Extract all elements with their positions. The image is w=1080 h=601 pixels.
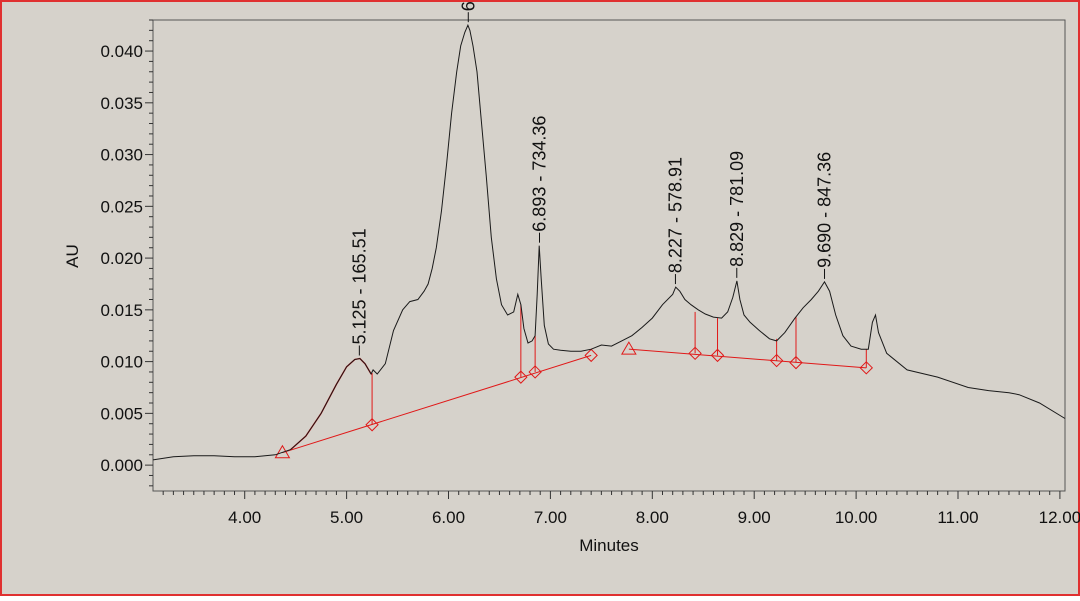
x-tick-label: 9.00 (738, 508, 771, 527)
y-tick-label: 0.020 (100, 249, 143, 268)
peak-label: 6.893 - 734.36 (530, 116, 550, 232)
integration-marks (274, 304, 874, 459)
peak-label: 5.125 - 165.51 (349, 228, 369, 344)
x-tick-label: 7.00 (534, 508, 567, 527)
y-tick-label: 0.035 (100, 94, 143, 113)
x-tick-label: 8.00 (636, 508, 669, 527)
integration-baseline (628, 348, 867, 369)
peak-end-marker (769, 353, 784, 368)
peak-end-marker (365, 418, 379, 432)
y-tick-label: 0.010 (100, 353, 143, 372)
x-axis-ticks: 4.00 5.00 6.00 7.00 8.00 9.00 10.00 11.00 12.00 (162, 491, 1080, 527)
plot-area-border (152, 19, 1066, 492)
y-axis-label: AU (63, 244, 82, 268)
peak-label: 6.194 - 509.28 (458, 0, 478, 11)
y-tick-label: 0.005 (100, 404, 143, 423)
x-tick-label: 10.00 (835, 508, 878, 527)
peak-end-marker (528, 365, 542, 379)
peak-end-marker (688, 346, 702, 361)
integration-baseline (282, 354, 592, 454)
chromatogram-trace (152, 23, 1066, 461)
x-tick-label: 5.00 (330, 508, 363, 527)
y-tick-label: 0.015 (100, 301, 143, 320)
peak-end-marker (514, 370, 528, 384)
x-tick-label: 11.00 (937, 508, 978, 527)
peak-label: 8.829 - 781.09 (727, 151, 747, 267)
x-tick-label: 4.00 (228, 508, 261, 527)
peak-end-marker (789, 355, 803, 370)
x-axis-label: Minutes (579, 536, 639, 555)
y-tick-label: 0.030 (100, 146, 143, 165)
peak-label: 8.227 - 578.91 (665, 157, 685, 273)
x-tick-label: 6.00 (432, 508, 465, 527)
x-tick-label: 12.00 (1039, 508, 1080, 527)
peak-end-marker (584, 348, 598, 363)
peak-end-marker (859, 361, 874, 375)
y-tick-label: 0.000 (100, 456, 143, 475)
peak-start-marker (620, 341, 637, 355)
peak-labels: 5.125 - 165.51 6.194 - 509.28 6.893 - 734.… (349, 0, 835, 356)
y-tick-label: 0.040 (100, 42, 143, 61)
y-tick-label: 0.025 (100, 197, 143, 216)
y-axis-ticks: 0.000 0.005 0.010 0.015 0.020 0.025 0.030 0.035… (100, 19, 153, 487)
peak-label: 9.690 - 847.36 (815, 152, 835, 268)
peak-end-marker (710, 348, 725, 363)
